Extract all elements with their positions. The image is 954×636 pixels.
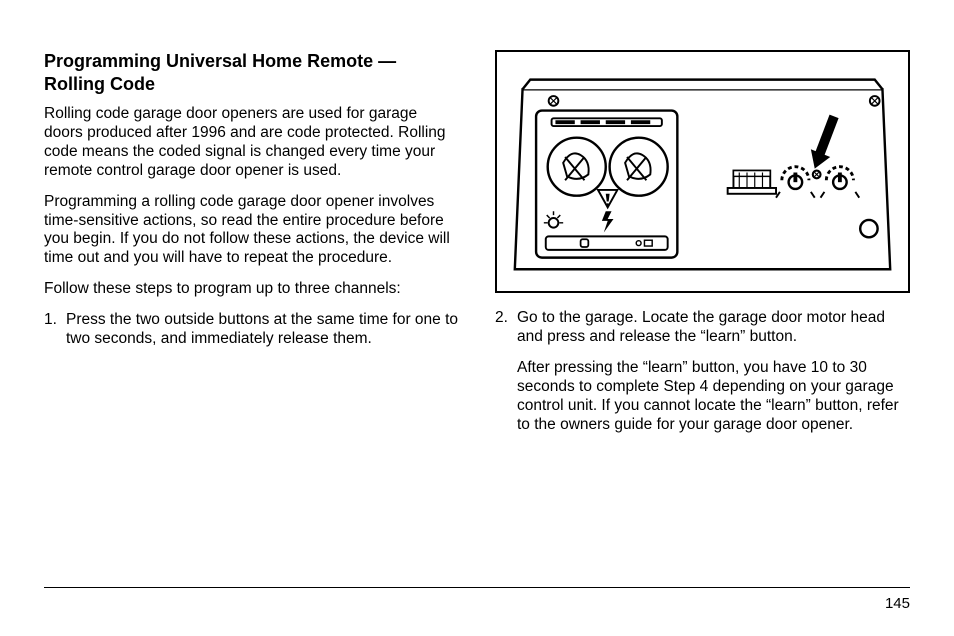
manual-page: Programming Universal Home Remote — Roll… <box>0 0 954 636</box>
step-subtext: After pressing the “learn” button, you h… <box>517 359 910 435</box>
footer-divider <box>44 587 910 588</box>
garage-motor-figure <box>495 50 910 293</box>
left-column: Programming Universal Home Remote — Roll… <box>44 50 459 446</box>
step-number: 2. <box>495 309 508 328</box>
step-text: Go to the garage. Locate the garage door… <box>517 309 885 345</box>
step-text: Press the two outside buttons at the sam… <box>66 311 458 347</box>
intro-paragraph-1: Rolling code garage door openers are use… <box>44 105 459 181</box>
section-heading: Programming Universal Home Remote — Roll… <box>44 50 459 95</box>
page-number: 145 <box>885 595 910 612</box>
intro-paragraph-2: Programming a rolling code garage door o… <box>44 193 459 269</box>
steps-list-left: 1. Press the two outside buttons at the … <box>44 311 459 349</box>
step-1: 1. Press the two outside buttons at the … <box>66 311 459 349</box>
right-column: 2. Go to the garage. Locate the garage d… <box>495 50 910 446</box>
step-2: 2. Go to the garage. Locate the garage d… <box>517 309 910 434</box>
step-number: 1. <box>44 311 57 330</box>
intro-paragraph-3: Follow these steps to program up to thre… <box>44 280 459 299</box>
steps-list-right: 2. Go to the garage. Locate the garage d… <box>495 309 910 434</box>
garage-motor-diagram-icon <box>509 62 896 283</box>
two-column-layout: Programming Universal Home Remote — Roll… <box>44 50 910 446</box>
